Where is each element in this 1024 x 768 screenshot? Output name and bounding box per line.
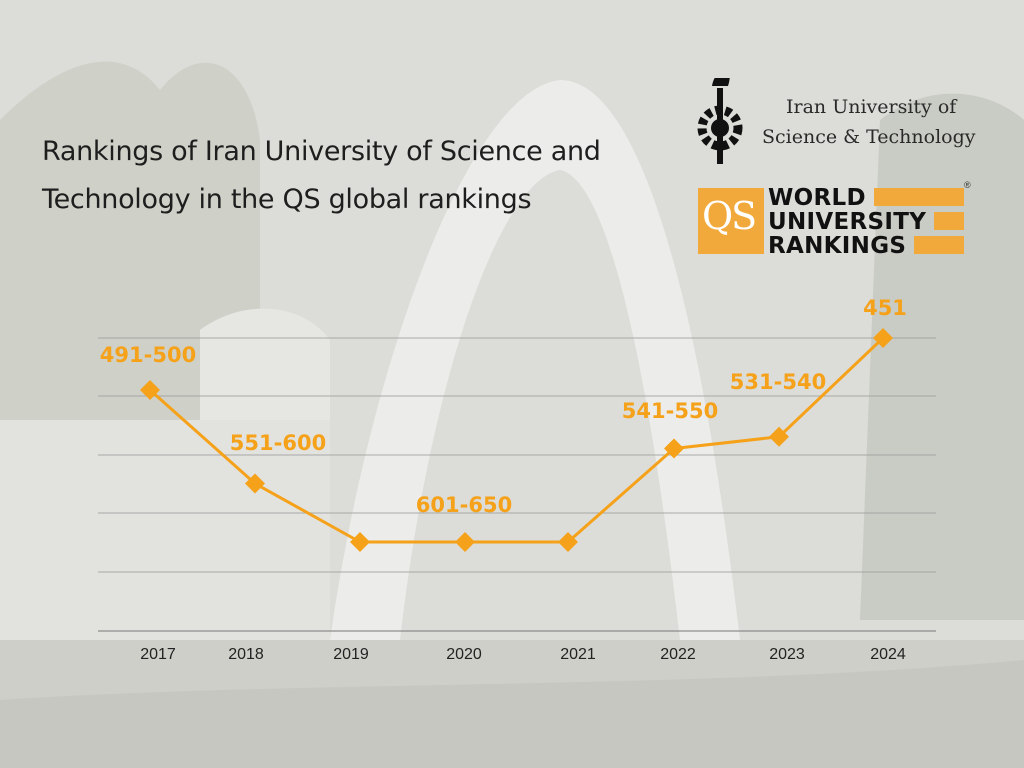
qs-logo-line-3: RANKINGS: [768, 233, 907, 259]
data-point-marker: [769, 426, 789, 447]
data-label: 491-500: [100, 343, 196, 367]
data-label: 451: [863, 296, 907, 320]
data-point-marker: [455, 532, 475, 552]
x-tick-label: 2024: [870, 646, 906, 663]
data-point-marker: [245, 473, 265, 494]
iust-torch-gear-icon: [697, 78, 743, 164]
x-axis-ticks: 2017 2018 2019 2020 2021 2022 2023 2024: [140, 646, 906, 663]
x-tick-label: 2023: [769, 646, 805, 663]
x-tick-label: 2019: [333, 646, 369, 663]
grid-lines: [98, 337, 936, 632]
data-point-marker: [558, 532, 578, 552]
markers-layer: [140, 328, 893, 552]
data-point-marker: [873, 328, 893, 348]
data-point-marker: [140, 380, 160, 401]
qs-logo-box: QS: [698, 188, 764, 254]
data-label: 601-650: [416, 493, 512, 517]
x-tick-label: 2021: [560, 646, 596, 663]
iust-logo-text: Iran University of Science & Technology: [762, 92, 976, 152]
qs-logo: QS WORLD UNIVERSITY RANKINGS ®: [698, 180, 976, 258]
qs-logo-line-1: WORLD: [768, 185, 866, 211]
x-tick-label: 2017: [140, 646, 176, 663]
data-label: 551-600: [230, 431, 326, 455]
qs-logo-words: WORLD UNIVERSITY RANKINGS: [768, 186, 926, 258]
qs-logo-bar-3: [914, 236, 964, 254]
title-line-2: Technology in the QS global rankings: [42, 184, 532, 215]
chart-title: Rankings of Iran University of Science a…: [42, 128, 682, 224]
data-point-marker: [664, 438, 684, 459]
x-tick-label: 2020: [446, 646, 482, 663]
qs-logo-bar-1: [874, 188, 964, 206]
qs-logo-bar-2: [934, 212, 964, 230]
data-label: 531-540: [730, 370, 826, 394]
iust-logo-line-1: Iran University of: [786, 96, 957, 118]
iust-logo-icon: [697, 78, 743, 164]
series-line-layer: [149, 336, 885, 544]
qs-logo-line-2: UNIVERSITY: [768, 209, 927, 235]
x-tick-label: 2018: [228, 646, 264, 663]
title-line-1: Rankings of Iran University of Science a…: [42, 136, 601, 167]
data-labels-layer: 491-500 551-600 601-650 541-550 531-540 451: [100, 296, 907, 517]
data-point-marker: [350, 532, 370, 552]
x-tick-label: 2022: [660, 646, 696, 663]
data-label: 541-550: [622, 399, 718, 423]
registered-mark: ®: [964, 180, 971, 190]
series-line: [149, 336, 885, 544]
iust-logo-line-2: Science & Technology: [762, 126, 976, 148]
qs-logo-letters: QS: [702, 194, 757, 238]
